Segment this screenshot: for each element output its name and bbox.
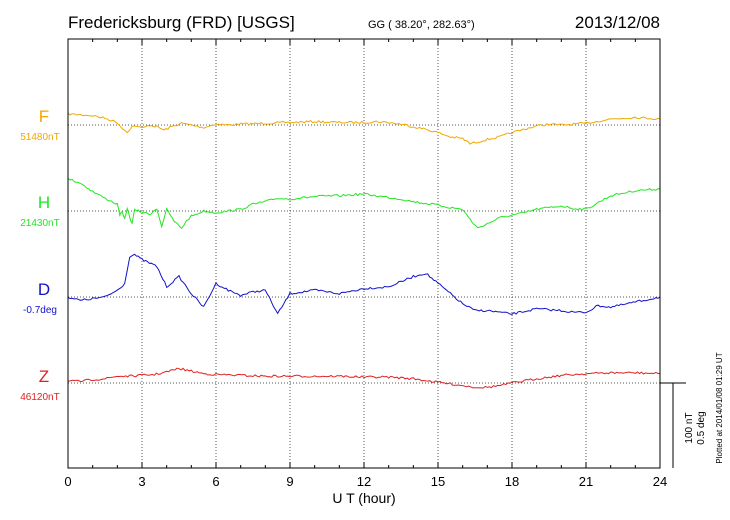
x-axis-ticks <box>67 39 661 468</box>
scale-label-nt: 100 nT <box>684 412 695 443</box>
x-axis-label: U T (hour) <box>332 490 395 506</box>
series-baseline-h: 21430nT <box>20 218 59 229</box>
x-tick-label: 6 <box>212 474 219 489</box>
x-tick-label: 9 <box>286 474 293 489</box>
x-tick-label: 0 <box>64 474 71 489</box>
x-axis-tick-labels: 0 3 6 9 12 15 18 21 24 <box>64 474 667 489</box>
x-tick-label: 3 <box>138 474 145 489</box>
scale-bar: 100 nT 0.5 deg <box>660 382 707 468</box>
plot-frame <box>67 38 661 469</box>
x-tick-label: 15 <box>431 474 445 489</box>
grid-lines <box>141 39 587 468</box>
chart-title: Fredericksburg (FRD) [USGS] <box>68 13 295 32</box>
x-tick-label: 24 <box>653 474 667 489</box>
x-tick-label: 12 <box>357 474 371 489</box>
series-line-z <box>68 367 661 389</box>
chart-date: 2013/12/08 <box>575 13 660 32</box>
series-baseline-f: 51480nT <box>20 132 59 143</box>
series-line-h <box>67 177 661 230</box>
series-name-f: F <box>39 107 49 126</box>
series-name-z: Z <box>39 367 49 386</box>
series-name-h: H <box>38 193 50 212</box>
series-lines <box>67 112 661 389</box>
series-baseline-z: 46120nT <box>20 392 59 403</box>
scale-label-deg: 0.5 deg <box>696 411 707 444</box>
series-line-f <box>67 112 661 145</box>
series-name-d: D <box>38 280 50 299</box>
plotted-note: Plotted at 2014/01/08 01:29 UT <box>715 352 724 463</box>
chart-subtitle: GG ( 38.20°, 282.63°) <box>368 19 475 31</box>
series-baseline-d: -0.7deg <box>23 305 57 316</box>
series-baselines <box>68 124 660 384</box>
x-tick-label: 18 <box>505 474 519 489</box>
series-labels: F 51480nT H 21430nT D -0.7deg Z 46120nT <box>20 107 59 403</box>
x-tick-label: 21 <box>579 474 593 489</box>
series-line-d <box>67 253 661 315</box>
